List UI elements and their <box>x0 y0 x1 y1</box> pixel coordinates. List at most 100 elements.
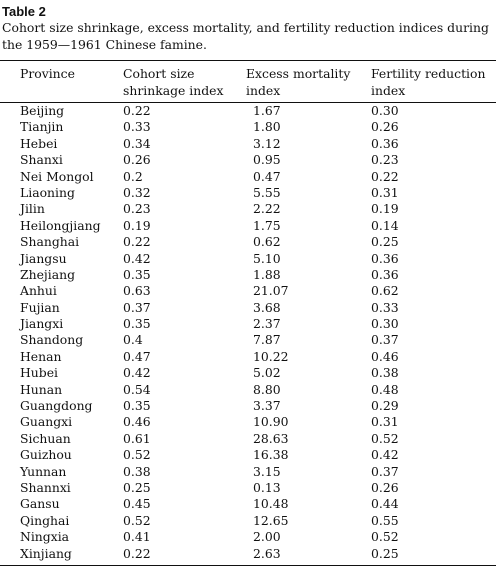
table-row: Anhui 0.63 21.07 0.62 <box>0 283 496 299</box>
province-cell: Shandong <box>20 332 84 348</box>
province-cell: Shanxi <box>20 152 63 168</box>
fertility-reduction-cell: 0.52 <box>371 529 399 545</box>
fertility-reduction-cell: 0.19 <box>371 201 399 217</box>
fertility-reduction-cell: 0.22 <box>371 168 399 184</box>
excess-mortality-cell: 3.15 <box>253 463 281 479</box>
cohort-shrinkage-cell: 0.54 <box>123 381 151 397</box>
province-cell: Henan <box>20 348 62 364</box>
fertility-reduction-cell: 0.37 <box>371 332 399 348</box>
province-cell: Jilin <box>20 201 45 217</box>
table-row: Beijing 0.22 1.67 0.30 <box>0 103 496 119</box>
fertility-reduction-cell: 0.36 <box>371 266 399 282</box>
province-cell: Jiangxi <box>20 316 64 332</box>
excess-mortality-cell: 5.02 <box>253 365 281 381</box>
fertility-reduction-cell: 0.37 <box>371 463 399 479</box>
cohort-shrinkage-cell: 0.22 <box>123 545 151 561</box>
table-row: Jiangxi 0.35 2.37 0.30 <box>0 316 496 332</box>
cohort-shrinkage-cell: 0.37 <box>123 299 151 315</box>
excess-mortality-cell: 10.22 <box>253 348 289 364</box>
table-row: Xinjiang 0.22 2.63 0.25 <box>0 546 496 562</box>
cohort-shrinkage-cell: 0.38 <box>123 463 151 479</box>
province-cell: Ningxia <box>20 529 70 545</box>
excess-mortality-cell: 3.68 <box>253 299 281 315</box>
excess-mortality-cell: 0.47 <box>253 168 281 184</box>
excess-mortality-cell: 10.48 <box>253 496 289 512</box>
province-cell: Qinghai <box>20 512 70 528</box>
cohort-shrinkage-cell: 0.45 <box>123 496 151 512</box>
fertility-reduction-cell: 0.25 <box>371 234 399 250</box>
table-row: Zhejiang 0.35 1.88 0.36 <box>0 267 496 283</box>
cohort-shrinkage-cell: 0.52 <box>123 447 151 463</box>
fertility-reduction-cell: 0.30 <box>371 103 399 118</box>
table-row: Henan 0.47 10.22 0.46 <box>0 349 496 365</box>
table-row: Nei Mongol 0.2 0.47 0.22 <box>0 169 496 185</box>
table-row: Qinghai 0.52 12.65 0.55 <box>0 513 496 529</box>
province-cell: Guangxi <box>20 414 73 430</box>
province-cell: Zhejiang <box>20 266 76 282</box>
cohort-shrinkage-cell: 0.32 <box>123 184 151 200</box>
table-row: Sichuan 0.61 28.63 0.52 <box>0 431 496 447</box>
province-cell: Jiangsu <box>20 250 67 266</box>
table-row: Heilongjiang 0.19 1.75 0.14 <box>0 218 496 234</box>
fertility-reduction-cell: 0.30 <box>371 316 399 332</box>
excess-mortality-cell: 5.55 <box>253 184 281 200</box>
cohort-shrinkage-cell: 0.47 <box>123 348 151 364</box>
excess-mortality-cell: 2.00 <box>253 529 281 545</box>
province-cell: Beijing <box>20 103 65 118</box>
province-cell: Liaoning <box>20 184 75 200</box>
excess-mortality-cell: 1.88 <box>253 266 281 282</box>
cohort-shrinkage-cell: 0.2 <box>123 168 143 184</box>
excess-mortality-cell: 10.90 <box>253 414 289 430</box>
fertility-reduction-cell: 0.52 <box>371 430 399 446</box>
province-cell: Hubei <box>20 365 59 381</box>
province-cell: Sichuan <box>20 430 71 446</box>
cohort-shrinkage-cell: 0.19 <box>123 217 151 233</box>
cohort-shrinkage-cell: 0.35 <box>123 266 151 282</box>
table-row: Guangxi 0.46 10.90 0.31 <box>0 414 496 430</box>
province-cell: Xinjiang <box>20 545 72 561</box>
excess-mortality-cell: 2.37 <box>253 316 281 332</box>
fertility-reduction-cell: 0.14 <box>371 217 399 233</box>
excess-mortality-cell: 0.13 <box>253 479 281 495</box>
cohort-shrinkage-cell: 0.35 <box>123 398 151 414</box>
fertility-reduction-cell: 0.36 <box>371 250 399 266</box>
cohort-shrinkage-cell: 0.61 <box>123 430 151 446</box>
excess-mortality-cell: 2.63 <box>253 545 281 561</box>
fertility-reduction-cell: 0.26 <box>371 479 399 495</box>
header-fertility-reduction-index: Fertility reduction index <box>371 66 486 98</box>
excess-mortality-cell: 12.65 <box>253 512 289 528</box>
table-row: Tianjin 0.33 1.80 0.26 <box>0 119 496 135</box>
excess-mortality-cell: 5.10 <box>253 250 281 266</box>
fertility-reduction-cell: 0.26 <box>371 119 399 135</box>
fertility-reduction-cell: 0.46 <box>371 348 399 364</box>
table-row: Shannxi 0.25 0.13 0.26 <box>0 480 496 496</box>
excess-mortality-cell: 1.75 <box>253 217 281 233</box>
table-body: Beijing 0.22 1.67 0.30 Tianjin 0.33 1.80 0.26 He… <box>0 103 496 562</box>
table-row: Jiangsu 0.42 5.10 0.36 <box>0 251 496 267</box>
table-row: Fujian 0.37 3.68 0.33 <box>0 300 496 316</box>
excess-mortality-cell: 7.87 <box>253 332 281 348</box>
excess-mortality-cell: 2.22 <box>253 201 281 217</box>
table-caption: Cohort size shrinkage, excess mortality,… <box>2 20 489 52</box>
table-label: Table 2 <box>2 4 46 19</box>
table-row: Gansu 0.45 10.48 0.44 <box>0 496 496 512</box>
table-row: Shanxi 0.26 0.95 0.23 <box>0 152 496 168</box>
province-cell: Guangdong <box>20 398 93 414</box>
province-cell: Nei Mongol <box>20 168 94 184</box>
cohort-shrinkage-cell: 0.23 <box>123 201 151 217</box>
excess-mortality-cell: 3.37 <box>253 398 281 414</box>
province-cell: Fujian <box>20 299 60 315</box>
province-cell: Hunan <box>20 381 63 397</box>
table-row: Hebei 0.34 3.12 0.36 <box>0 136 496 152</box>
fertility-reduction-cell: 0.55 <box>371 512 399 528</box>
table-row: Guizhou 0.52 16.38 0.42 <box>0 447 496 463</box>
province-cell: Shannxi <box>20 479 71 495</box>
fertility-reduction-cell: 0.62 <box>371 283 399 299</box>
fertility-reduction-cell: 0.36 <box>371 135 399 151</box>
excess-mortality-cell: 0.95 <box>253 152 281 168</box>
table-row: Hubei 0.42 5.02 0.38 <box>0 365 496 381</box>
cohort-shrinkage-cell: 0.46 <box>123 414 151 430</box>
province-cell: Shanghai <box>20 234 80 250</box>
fertility-reduction-cell: 0.44 <box>371 496 399 512</box>
table-bottom-rule <box>0 565 496 566</box>
